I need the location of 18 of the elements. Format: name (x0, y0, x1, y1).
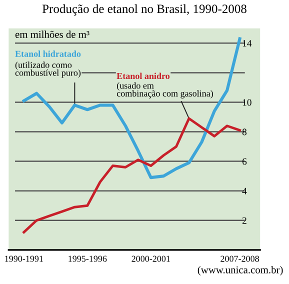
x-tick-label: 2000-2001 (132, 256, 170, 262)
line-series (22, 117, 242, 234)
text: Etanol hidratado (15, 50, 81, 57)
y-tick-label: 6 (242, 158, 247, 165)
y-axis-title: em milhões de m³ (15, 30, 90, 38)
text: (www.unica.com.br) (198, 266, 283, 276)
y-tick-label: 8 (242, 128, 247, 136)
y-tick-label: 4 (242, 188, 247, 194)
x-tick-label: 1990-1991 (5, 256, 43, 262)
y-tick-label: 2 (242, 217, 246, 224)
y-tick-label: 14 (242, 40, 252, 47)
annotation: (utilizado como combustível puro) (15, 62, 81, 78)
chart-title: Produção de etanol no Brasil, 1990-2008 (42, 4, 246, 16)
y-tick-label: 10 (242, 99, 252, 106)
x-tick-label: 1995-1996 (68, 256, 107, 262)
x-tick-label: 2007-2008 (220, 256, 259, 262)
annotation: (usado em combinação com gasolina) (116, 82, 213, 98)
text: Etanol anidro (116, 72, 170, 80)
